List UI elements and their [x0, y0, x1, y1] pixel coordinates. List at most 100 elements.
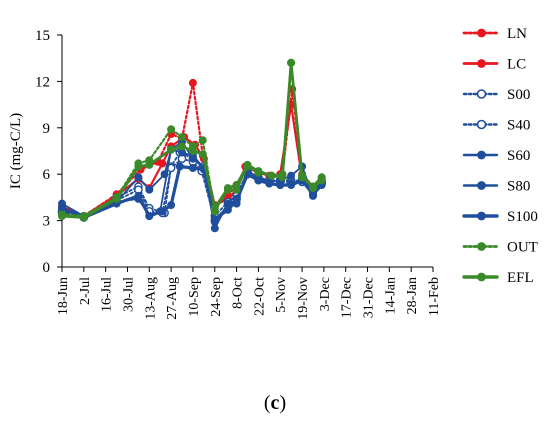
x-tick-label: 22-Oct — [252, 277, 267, 316]
y-tick-label: 12 — [35, 74, 50, 90]
data-point-s100 — [175, 162, 184, 171]
x-tick-label: 19-Nov — [296, 277, 311, 320]
x-tick-label: 30-Jul — [121, 277, 136, 312]
legend-label: S40 — [507, 118, 530, 134]
legend-marker — [477, 272, 486, 282]
data-point-efl — [167, 145, 176, 154]
data-point-efl — [188, 146, 197, 155]
data-point-efl — [308, 182, 317, 191]
data-point-s100 — [265, 179, 274, 188]
legend-marker — [476, 89, 487, 99]
legend-marker — [476, 119, 487, 130]
data-point-efl — [287, 58, 296, 67]
data-point-s100 — [188, 163, 197, 172]
legend-label: LN — [507, 26, 527, 42]
data-point-s100 — [223, 205, 232, 214]
legend-label: EFL — [507, 270, 534, 286]
data-point-efl — [79, 213, 88, 222]
legend-label: LC — [507, 57, 526, 73]
data-point-s100 — [287, 180, 296, 189]
axes: 0 3 6 9 12 15 18-Jun 2-Jul 16-Jul 30-Jul 13-Aug 27-… — [8, 28, 442, 320]
data-point-efl — [267, 171, 276, 180]
x-tick-label: 17-Dec — [340, 277, 355, 318]
data-point-efl — [112, 194, 121, 203]
x-tick-label: 31-Dec — [362, 277, 377, 318]
y-tick-label: 0 — [43, 260, 51, 276]
data-point-s100 — [276, 180, 285, 189]
legend-label: S00 — [507, 87, 530, 103]
y-tick-label: 15 — [35, 28, 50, 44]
data-point-efl — [134, 162, 143, 171]
data-point-s60 — [145, 185, 154, 194]
legend-item-s60: S60 — [462, 148, 530, 164]
legend: LN LC S00 S40 S60 S80 S100 OUT EFL — [462, 26, 538, 286]
x-tick-label: 16-Jul — [100, 277, 115, 312]
data-point-efl — [210, 204, 219, 213]
x-tick-label: 10-Sep — [187, 277, 202, 317]
data-point-efl — [254, 167, 263, 176]
y-tick-label: 3 — [43, 214, 51, 230]
data-point-out — [198, 136, 207, 145]
data-point-s100 — [145, 211, 154, 220]
data-point-s100 — [210, 215, 219, 224]
series-efl — [58, 58, 326, 222]
panel-label: (c) — [0, 392, 550, 415]
series-lines — [57, 58, 327, 233]
x-tick-label: 3-Dec — [318, 277, 333, 311]
legend-label: S60 — [507, 148, 530, 164]
data-point-efl — [198, 150, 207, 159]
data-point-s100 — [134, 191, 143, 200]
data-point-efl — [278, 173, 287, 182]
x-tick-label: 2-Jul — [78, 277, 93, 305]
y-axis-title: IC (mg-C/L) — [8, 113, 24, 189]
x-tick-label: 8-Oct — [231, 277, 246, 309]
data-point-efl — [243, 160, 252, 169]
legend-marker — [477, 242, 486, 251]
legend-item-s00: S00 — [462, 87, 530, 103]
x-tick-label: 24-Sep — [209, 277, 224, 317]
legend-label: OUT — [507, 240, 538, 256]
data-point-efl — [317, 173, 326, 182]
legend-item-s100: S100 — [462, 209, 538, 225]
legend-marker — [477, 181, 486, 190]
x-tick-label: 11-Feb — [427, 277, 442, 316]
legend-marker — [477, 211, 486, 221]
legend-item-lc: LC — [462, 57, 526, 73]
data-point-s100 — [167, 201, 176, 210]
panel-label-open: ( — [263, 392, 271, 414]
x-tick-label: 5-Nov — [274, 277, 289, 313]
legend-item-efl: EFL — [462, 270, 534, 286]
legend-marker — [477, 150, 486, 160]
x-tick-label: 28-Jan — [405, 277, 420, 314]
data-point-s100 — [254, 176, 263, 185]
legend-item-s40: S40 — [462, 118, 530, 134]
y-tick-label: 9 — [43, 121, 51, 137]
legend-item-s80: S80 — [462, 179, 530, 195]
data-point-s100 — [158, 207, 167, 216]
legend-item-out: OUT — [462, 240, 538, 256]
data-point-lc — [158, 159, 167, 168]
data-point-out — [177, 133, 186, 142]
data-point-ln — [188, 78, 197, 87]
x-tick-label: 14-Jan — [383, 277, 398, 314]
data-point-s60 — [134, 173, 143, 182]
legend-item-ln: LN — [462, 26, 527, 42]
data-point-s100 — [232, 196, 241, 205]
panel-label-close: ) — [279, 392, 287, 414]
legend-label: S80 — [507, 179, 530, 195]
data-point-out — [167, 125, 176, 134]
x-tick-label: 18-Jun — [56, 277, 71, 315]
data-point-s60 — [287, 171, 296, 180]
data-point-efl — [145, 160, 154, 169]
data-point-efl — [223, 184, 232, 193]
data-point-efl — [232, 180, 241, 189]
legend-marker — [477, 28, 486, 38]
data-point-efl — [177, 142, 186, 151]
x-tick-label: 13-Aug — [143, 277, 158, 320]
y-tick-label: 6 — [43, 167, 51, 183]
data-point-efl — [298, 171, 307, 180]
x-tick-label: 27-Aug — [165, 277, 180, 320]
legend-label: S100 — [507, 209, 538, 225]
data-point-efl — [58, 211, 67, 220]
